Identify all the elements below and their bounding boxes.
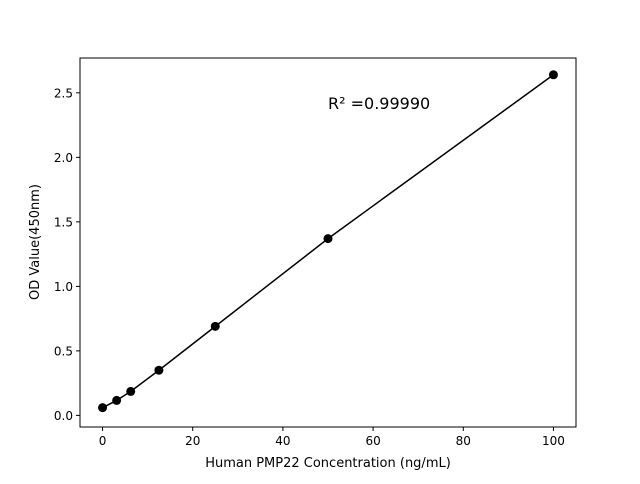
y-tick-label: 0.0: [54, 409, 73, 423]
data-point: [98, 403, 108, 413]
data-point: [548, 70, 558, 80]
y-axis-label: OD Value(450nm): [28, 184, 43, 300]
x-tick-label: 80: [456, 434, 471, 448]
data-point: [210, 321, 220, 331]
y-tick-label: 2.0: [54, 151, 73, 165]
data-point: [112, 395, 122, 405]
y-tick-label: 1.0: [54, 280, 73, 294]
x-tick-label: 100: [542, 434, 565, 448]
data-point: [126, 386, 136, 396]
y-tick-label: 0.5: [54, 344, 73, 358]
x-tick-label: 60: [365, 434, 380, 448]
x-tick-label: 40: [275, 434, 290, 448]
data-point: [154, 365, 164, 375]
x-axis-label: Human PMP22 Concentration (ng/mL): [205, 456, 451, 471]
y-tick-label: 1.5: [54, 215, 73, 229]
y-tick-label: 2.5: [54, 86, 73, 100]
r-squared-annotation: R² =0.99990: [328, 94, 430, 113]
x-tick-label: 20: [185, 434, 200, 448]
x-tick-label: 0: [99, 434, 107, 448]
data-point: [323, 234, 333, 244]
